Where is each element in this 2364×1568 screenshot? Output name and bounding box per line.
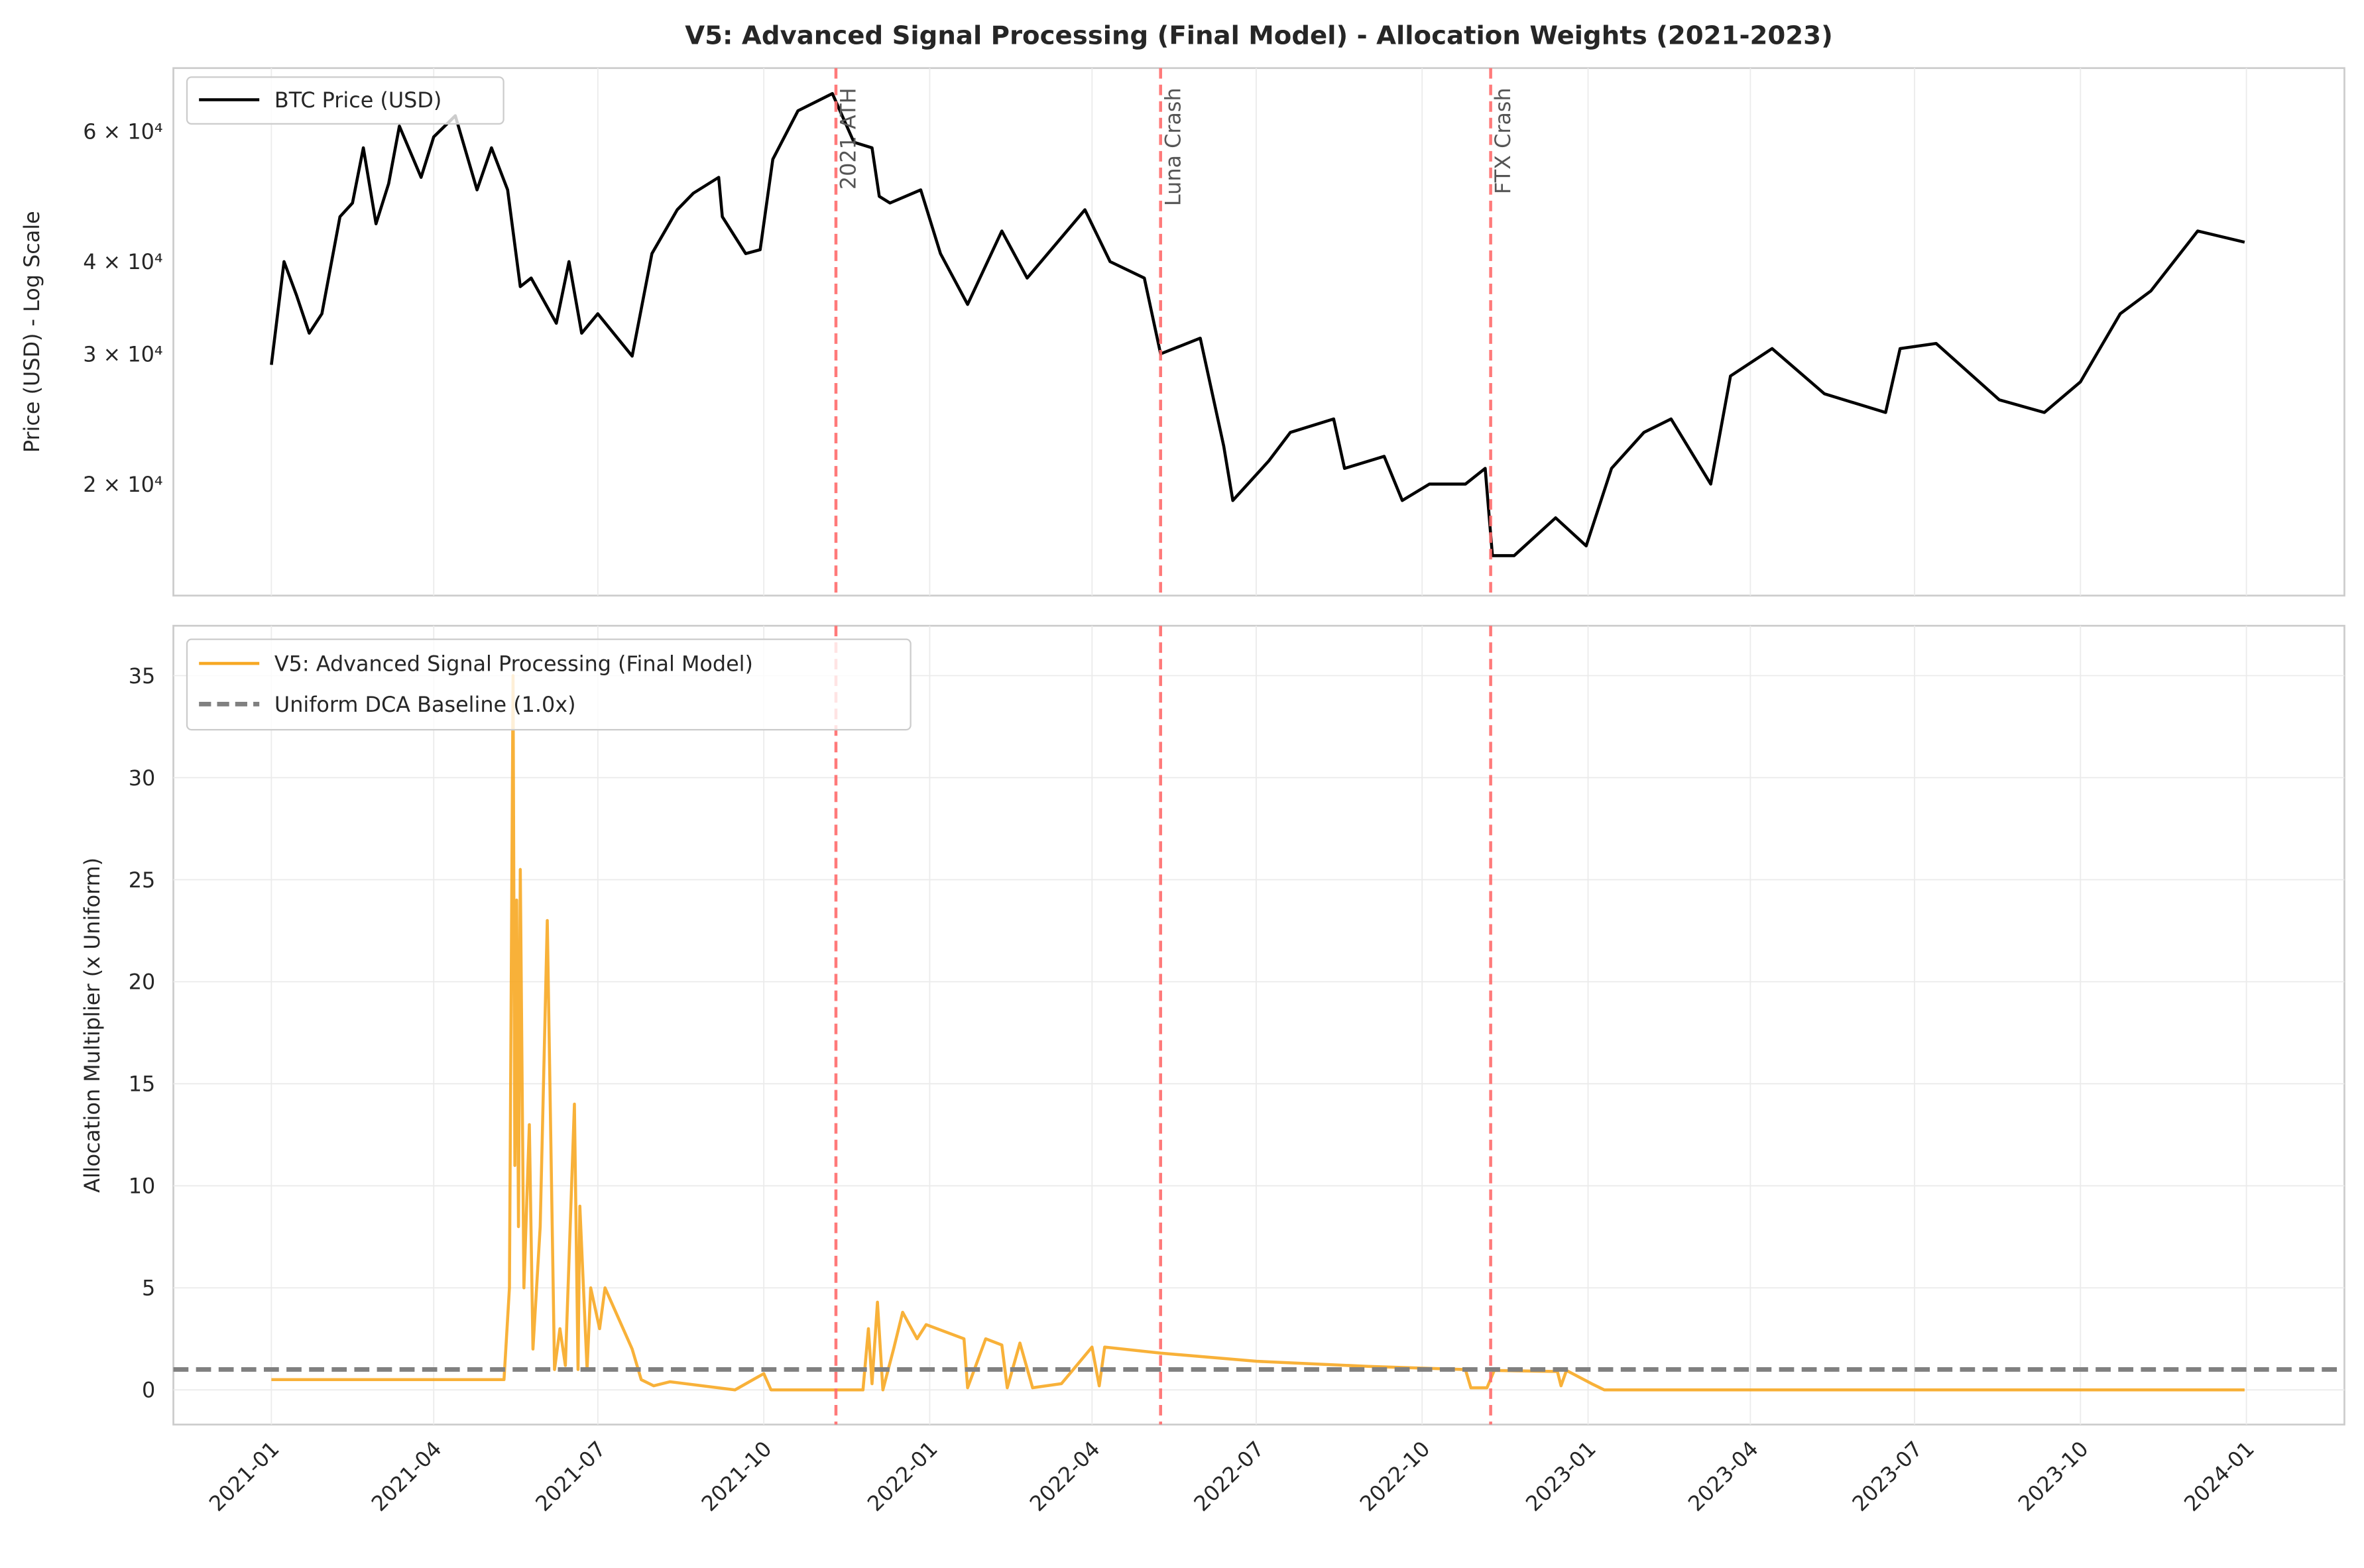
x-tick-label: 2024-01 [2179, 1436, 2259, 1516]
allocation-y-tick-label: 0 [142, 1378, 155, 1403]
chart-title: V5: Advanced Signal Processing (Final Mo… [685, 21, 1833, 50]
price-axes: 2 × 10⁴ 3 × 10⁴ 4 × 10⁴ 6 × 10⁴ Price (USD)… [19, 67, 2345, 597]
btc-price-line [270, 91, 2245, 557]
price-y-tick-label: 4 × 10⁴ [83, 249, 162, 274]
x-tick-label: 2023-04 [1683, 1436, 1763, 1516]
price-y-label: Price (USD) - Log Scale [19, 211, 44, 453]
allocation-y-tick-label: 30 [129, 765, 156, 791]
x-tick-label: 2022-07 [1189, 1436, 1269, 1516]
allocation-legend-box [186, 638, 912, 731]
legend-label-v5: V5: Advanced Signal Processing (Final Mo… [274, 651, 753, 676]
price-legend: BTC Price (USD) [186, 76, 504, 125]
allocation-legend: V5: Advanced Signal Processing (Final Mo… [186, 638, 912, 731]
legend-label-btc: BTC Price (USD) [274, 87, 442, 113]
price-y-tick-label: 2 × 10⁴ [83, 472, 162, 497]
legend-label-baseline: Uniform DCA Baseline (1.0x) [274, 692, 576, 717]
event-label: Luna Crash [1160, 87, 1185, 206]
allocation-y-tick-label: 35 [129, 663, 156, 689]
x-tick-label: 2022-04 [1025, 1436, 1105, 1516]
x-tick-label: 2022-10 [1355, 1436, 1435, 1516]
x-tick-label: 2021-01 [204, 1436, 284, 1516]
allocation-y-tick-label: 5 [142, 1276, 155, 1301]
x-tick-label: 2021-07 [530, 1436, 611, 1516]
allocation-y-tick-label: 25 [129, 868, 156, 893]
allocation-axes: 0 5 10 15 20 25 30 35 2021-01 2021-04 2021-07 2021… [80, 624, 2345, 1516]
price-axes-frame [172, 67, 2345, 597]
allocation-y-tick-label: 10 [129, 1174, 156, 1199]
x-tick-label: 2023-01 [1521, 1436, 1601, 1516]
allocation-axes-frame [172, 624, 2345, 1426]
allocation-y-tick-label: 20 [129, 970, 156, 995]
price-legend-box [186, 76, 504, 125]
price-y-tick-label: 3 × 10⁴ [83, 341, 162, 366]
event-label: FTX Crash [1490, 87, 1515, 194]
x-tick-label: 2021-10 [697, 1436, 777, 1516]
x-tick-label: 2023-07 [1847, 1436, 1927, 1516]
price-y-tick-label: 6 × 10⁴ [83, 119, 162, 144]
allocation-v5-line [271, 674, 2245, 1392]
allocation-y-label: Allocation Multiplier (x Uniform) [80, 858, 105, 1193]
x-tick-label: 2023-10 [2013, 1436, 2094, 1516]
x-tick-label: 2021-04 [367, 1436, 447, 1516]
allocation-y-tick-label: 15 [129, 1072, 156, 1097]
x-tick-label: 2022-01 [862, 1436, 943, 1516]
event-label: 2021 ATH [836, 87, 861, 190]
